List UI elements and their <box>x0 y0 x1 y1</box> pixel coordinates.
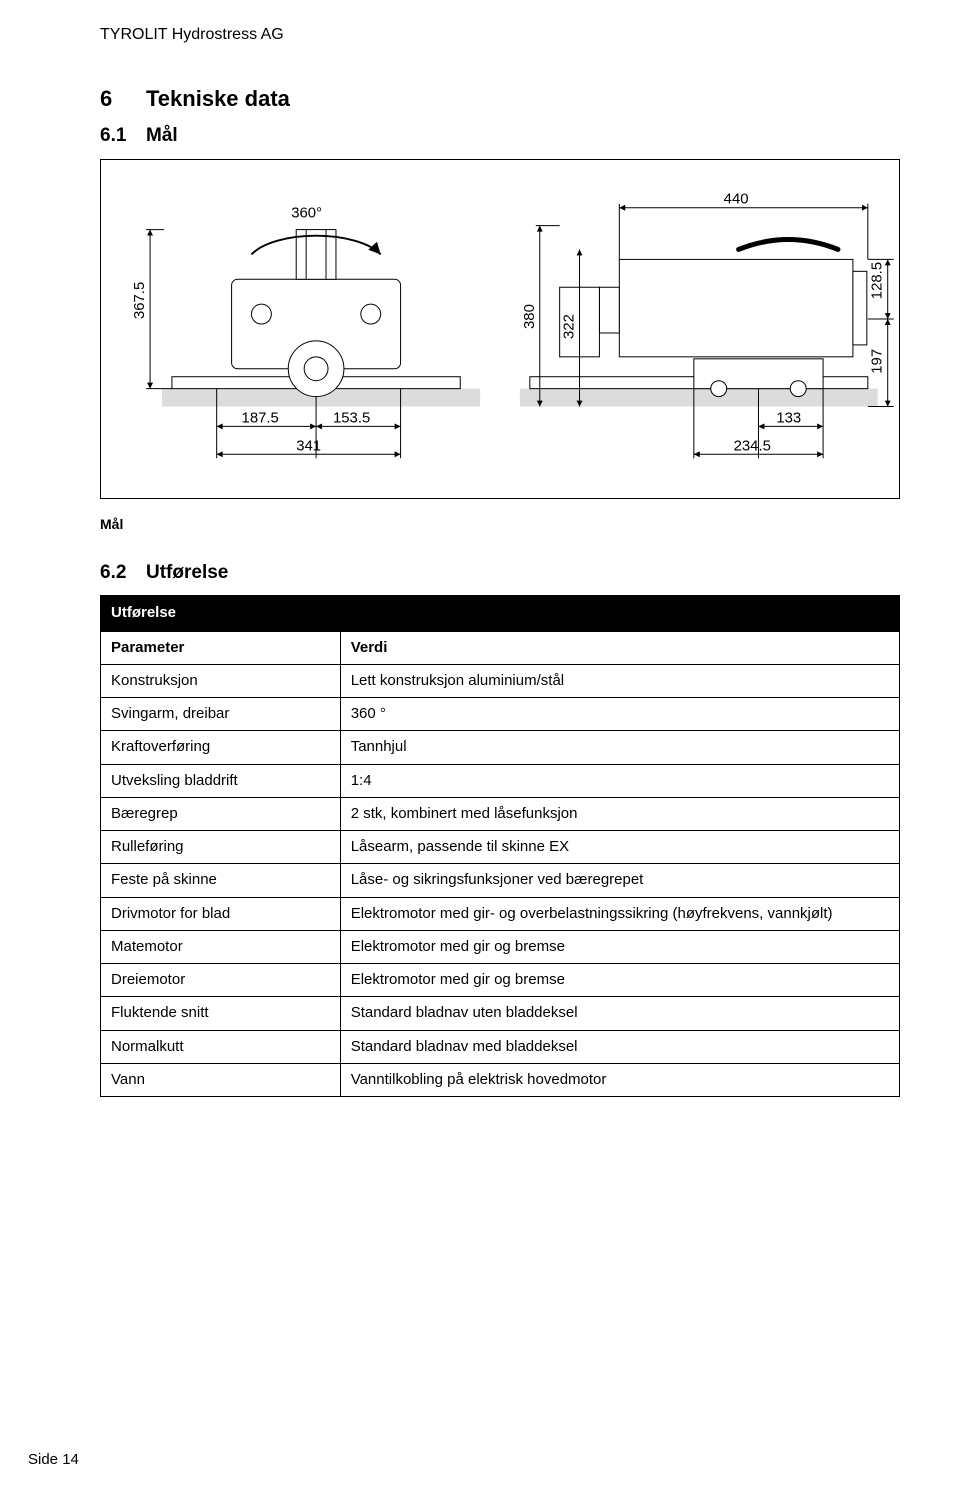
table-row: VannVanntilkobling på elektrisk hovedmot… <box>101 1063 900 1096</box>
dim-bl2: 153.5 <box>333 410 370 426</box>
table-cell-parameter: Konstruksjon <box>101 664 341 697</box>
table-row: NormalkuttStandard bladnav med bladdekse… <box>101 1030 900 1063</box>
table-col-parameter: Parameter <box>101 631 341 664</box>
table-cell-parameter: Fluktende snitt <box>101 997 341 1030</box>
section-6-num: 6 <box>100 84 146 114</box>
dim-mid-h2: 322 <box>562 314 578 339</box>
table-cell-parameter: Feste på skinne <box>101 864 341 897</box>
section-6-1-num: 6.1 <box>100 123 146 149</box>
section-6-2-title: Utførelse <box>146 560 228 586</box>
table-header: Utførelse <box>101 596 900 631</box>
dim-right-h1: 128.5 <box>870 262 886 299</box>
section-6-1-title: Mål <box>146 123 178 149</box>
spec-table: Utførelse Parameter Verdi KonstruksjonLe… <box>100 595 900 1097</box>
table-cell-parameter: Svingarm, dreibar <box>101 698 341 731</box>
technical-drawing: 360° 367.5 187.5 153.5 341 <box>100 159 900 499</box>
table-cell-value: Låse- og sikringsfunksjoner ved bæregrep… <box>340 864 899 897</box>
table-cell-value: 2 stk, kombinert med låsefunksjon <box>340 797 899 830</box>
table-row: KonstruksjonLett konstruksjon aluminium/… <box>101 664 900 697</box>
dim-br1: 133 <box>776 410 801 426</box>
table-cell-value: 360 ° <box>340 698 899 731</box>
table-cell-parameter: Rulleføring <box>101 831 341 864</box>
table-cell-value: Låsearm, passende til skinne EX <box>340 831 899 864</box>
dim-top-right: 440 <box>724 192 749 208</box>
table-cell-parameter: Normalkutt <box>101 1030 341 1063</box>
table-row: Utveksling bladdrift1:4 <box>101 764 900 797</box>
table-cell-value: Standard bladnav med bladdeksel <box>340 1030 899 1063</box>
table-row: Drivmotor for bladElektromotor med gir- … <box>101 897 900 930</box>
table-cell-value: Tannhjul <box>340 731 899 764</box>
table-row: RulleføringLåsearm, passende til skinne … <box>101 831 900 864</box>
table-cell-parameter: Vann <box>101 1063 341 1096</box>
section-6-1-row: 6.1 Mål <box>100 123 900 149</box>
table-row: Fluktende snittStandard bladnav uten bla… <box>101 997 900 1030</box>
dim-right-h2: 197 <box>870 349 886 374</box>
table-row: DreiemotorElektromotor med gir og bremse <box>101 964 900 997</box>
table-cell-parameter: Matemotor <box>101 930 341 963</box>
section-6-row: 6 Tekniske data <box>100 84 900 114</box>
table-row: Svingarm, dreibar360 ° <box>101 698 900 731</box>
table-cell-parameter: Kraftoverføring <box>101 731 341 764</box>
dim-bl1: 187.5 <box>242 410 279 426</box>
table-col-value: Verdi <box>340 631 899 664</box>
table-cell-value: Elektromotor med gir- og overbelastnings… <box>340 897 899 930</box>
table-cell-parameter: Bæregrep <box>101 797 341 830</box>
table-cell-value: Standard bladnav uten bladdeksel <box>340 997 899 1030</box>
figure-caption: Mål <box>100 515 900 534</box>
section-6-2-row: 6.2 Utførelse <box>100 560 900 586</box>
section-6-title: Tekniske data <box>146 84 290 114</box>
table-cell-value: Elektromotor med gir og bremse <box>340 964 899 997</box>
dim-left-height: 367.5 <box>132 282 148 319</box>
table-row: MatemotorElektromotor med gir og bremse <box>101 930 900 963</box>
page-footer: Side 14 <box>28 1450 79 1470</box>
table-cell-value: Lett konstruksjon aluminium/stål <box>340 664 899 697</box>
table-row: Bæregrep2 stk, kombinert med låsefunksjo… <box>101 797 900 830</box>
dim-br2: 234.5 <box>734 438 771 454</box>
dim-mid-h1: 380 <box>522 304 538 329</box>
table-row: KraftoverføringTannhjul <box>101 731 900 764</box>
table-cell-parameter: Utveksling bladdrift <box>101 764 341 797</box>
table-cell-parameter: Drivmotor for blad <box>101 897 341 930</box>
dim-bl-sum: 341 <box>296 438 321 454</box>
table-cell-parameter: Dreiemotor <box>101 964 341 997</box>
dim-rotation: 360° <box>291 206 322 222</box>
table-cell-value: Elektromotor med gir og bremse <box>340 930 899 963</box>
table-cell-value: 1:4 <box>340 764 899 797</box>
section-6-2-num: 6.2 <box>100 560 146 586</box>
table-row: Feste på skinneLåse- og sikringsfunksjon… <box>101 864 900 897</box>
running-header: TYROLIT Hydrostress AG <box>100 24 900 46</box>
table-cell-value: Vanntilkobling på elektrisk hovedmotor <box>340 1063 899 1096</box>
